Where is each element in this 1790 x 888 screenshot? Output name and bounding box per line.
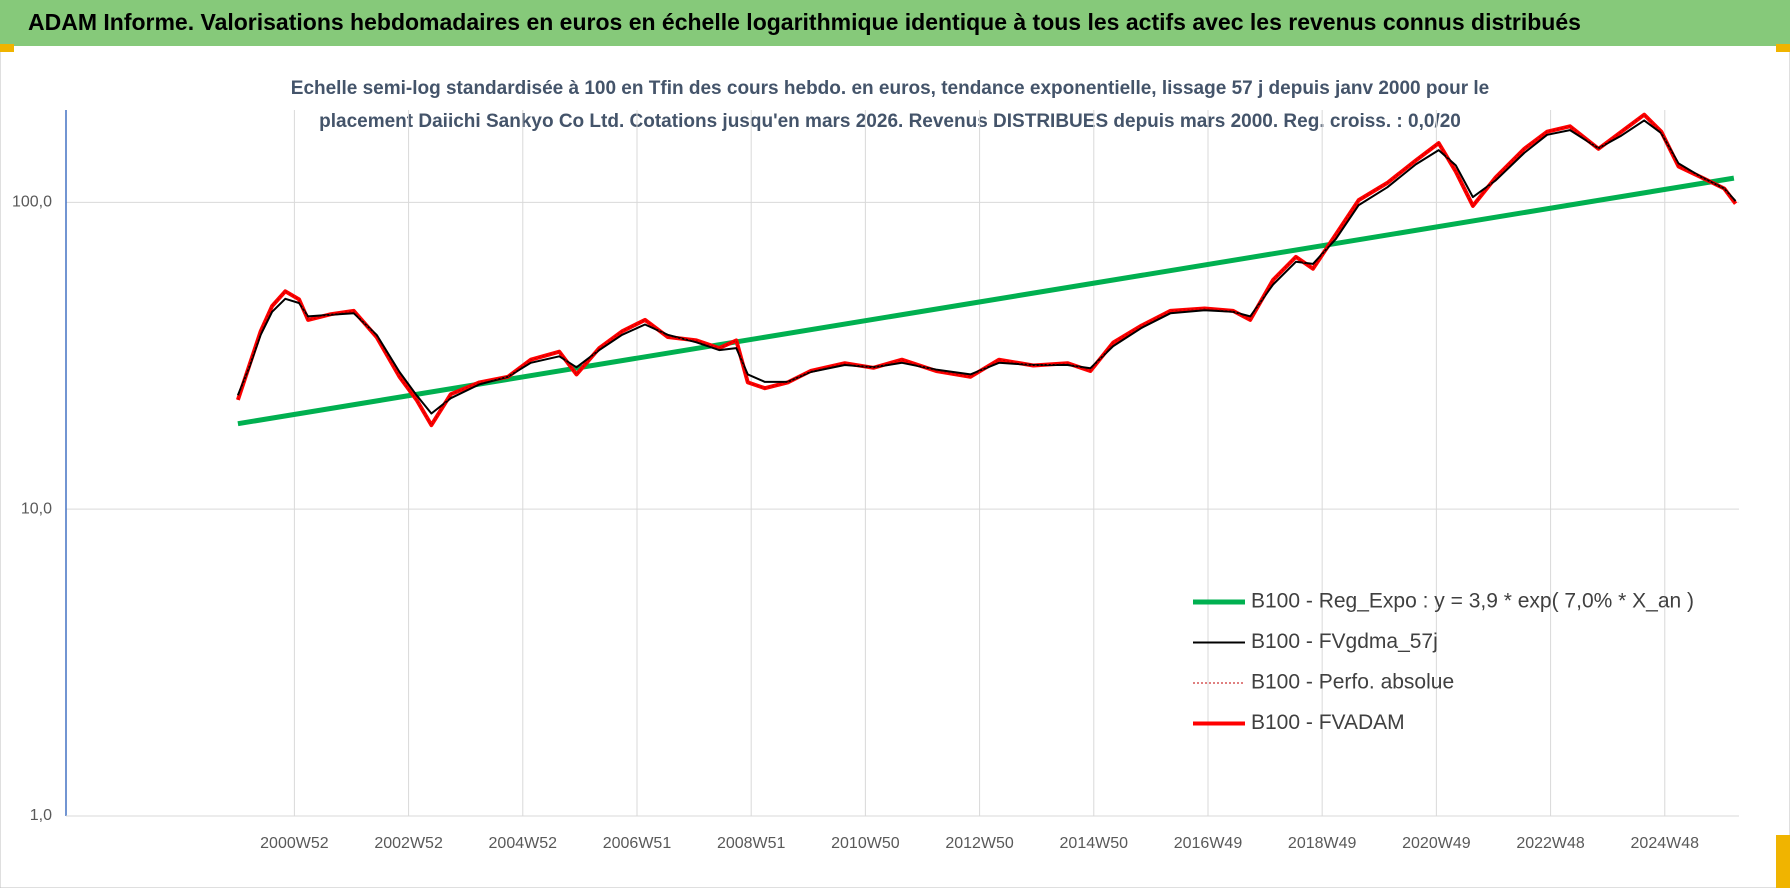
x-tick-label: 2022W48	[1516, 835, 1585, 852]
corner	[1776, 44, 1790, 52]
y-tick-label: 100,0	[12, 194, 52, 211]
x-tick-label: 2010W50	[831, 835, 900, 852]
x-tick-label: 2014W50	[1060, 835, 1129, 852]
y-tick-label: 10,0	[21, 500, 52, 517]
legend-label: B100 - FVgdma_57j	[1251, 630, 1438, 653]
y-tick-label: 1,0	[30, 807, 52, 824]
chart-title: Echelle semi-log standardisée à 100 en T…	[291, 78, 1489, 99]
x-tick-label: 2024W48	[1631, 835, 1700, 852]
banner	[0, 0, 1790, 46]
x-tick-label: 2006W51	[603, 835, 672, 852]
legend-label: B100 - Perfo. absolue	[1251, 671, 1454, 694]
series-line	[236, 119, 1737, 415]
x-tick-label: 2020W49	[1402, 835, 1471, 852]
x-tick-label: 2012W50	[945, 835, 1014, 852]
corner	[1776, 835, 1790, 888]
chart-title: placement Daiichi Sankyo Co Ltd. Cotatio…	[319, 111, 1461, 132]
corner	[0, 44, 14, 52]
x-tick-label: 2002W52	[374, 835, 443, 852]
x-tick-label: 2016W49	[1174, 835, 1243, 852]
x-tick-label: 2000W52	[260, 835, 329, 852]
x-tick-label: 2004W52	[489, 835, 558, 852]
legend-label: B100 - Reg_Expo : y = 3,9 * exp( 7,0% * …	[1251, 590, 1694, 613]
legend-label: B100 - FVADAM	[1251, 711, 1405, 734]
x-tick-label: 2018W49	[1288, 835, 1357, 852]
banner-title: ADAM Informe. Valorisations hebdomadaire…	[28, 9, 1581, 35]
series-line	[237, 114, 1736, 426]
x-tick-label: 2008W51	[717, 835, 786, 852]
